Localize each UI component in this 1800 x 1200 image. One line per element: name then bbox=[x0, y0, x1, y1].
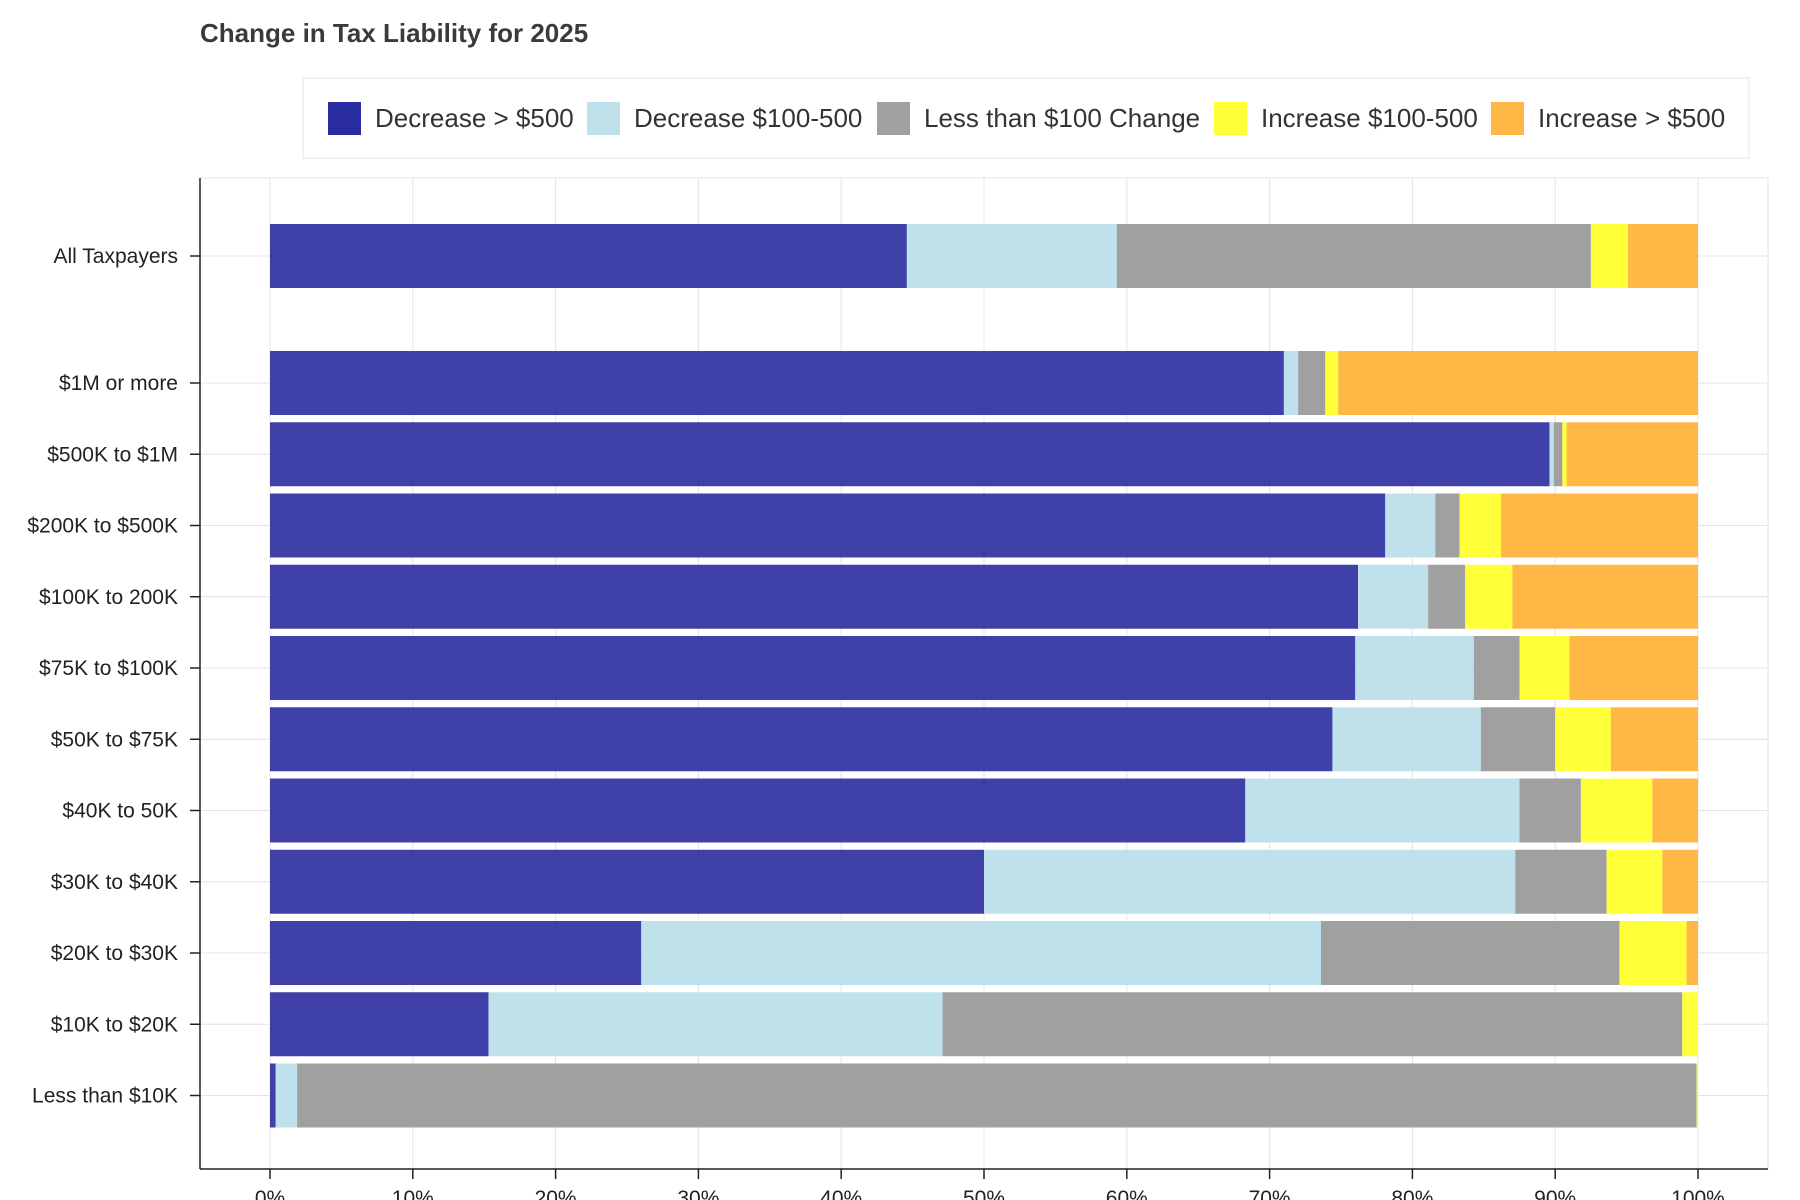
bar-20k-to-30k-increase-500 bbox=[1686, 921, 1698, 985]
legend-label-decrease-500: Decrease > $500 bbox=[375, 103, 574, 133]
bar-50k-to-75k-decrease-500 bbox=[270, 707, 1333, 772]
bar-100k-to-200k-less-than-100-change bbox=[1428, 564, 1466, 629]
bar-100k-to-200k-decrease-100-500 bbox=[1358, 564, 1429, 629]
bar-40k-to-50k-decrease-500 bbox=[270, 778, 1246, 843]
y-tick-label: $200K to $500K bbox=[27, 515, 178, 538]
bar-less-than-10k-decrease-500 bbox=[270, 1063, 276, 1128]
y-tick-label: $40K to 50K bbox=[62, 800, 178, 823]
bar-20k-to-30k-less-than-100-change bbox=[1321, 921, 1620, 985]
bar-all-taxpayers-increase-100-500 bbox=[1590, 224, 1629, 288]
y-tick-label: $30K to $40K bbox=[51, 871, 178, 894]
bar-100k-to-200k-decrease-500 bbox=[270, 564, 1359, 629]
bar-all-taxpayers-less-than-100-change bbox=[1116, 224, 1591, 288]
y-tick-label: $1M or more bbox=[59, 372, 178, 395]
bar-10k-to-20k-less-than-100-change bbox=[942, 992, 1683, 1057]
bar-30k-to-40k-increase-100-500 bbox=[1606, 849, 1663, 914]
y-tick-label: $10K to $20K bbox=[51, 1013, 178, 1036]
bar-200k-to-500k-less-than-100-change bbox=[1435, 493, 1460, 558]
bar-500k-to-1m-decrease-500 bbox=[270, 422, 1550, 487]
bar-1m-or-more-increase-100-500 bbox=[1325, 351, 1339, 415]
legend-swatch-increase-500 bbox=[1491, 102, 1524, 135]
bar-40k-to-50k-increase-100-500 bbox=[1580, 778, 1653, 843]
bar-100k-to-200k-increase-500 bbox=[1512, 564, 1698, 629]
bar-all-taxpayers-decrease-500 bbox=[270, 224, 907, 288]
bar-500k-to-1m-decrease-100-500 bbox=[1549, 422, 1554, 487]
bar-75k-to-100k-decrease-500 bbox=[270, 636, 1356, 700]
x-tick-label: 50% bbox=[963, 1187, 1005, 1200]
x-tick-label: 0% bbox=[255, 1187, 285, 1200]
bar-50k-to-75k-less-than-100-change bbox=[1480, 707, 1556, 772]
bar-20k-to-30k-decrease-500 bbox=[270, 921, 642, 985]
bar-10k-to-20k-increase-100-500 bbox=[1682, 992, 1698, 1057]
bar-less-than-10k-increase-100-500 bbox=[1696, 1063, 1698, 1128]
legend-swatch-increase-100-500 bbox=[1214, 102, 1247, 135]
x-tick-label: 60% bbox=[1106, 1187, 1148, 1200]
bar-50k-to-75k-increase-500 bbox=[1610, 707, 1698, 772]
bar-1m-or-more-increase-500 bbox=[1338, 351, 1698, 415]
x-tick-label: 10% bbox=[392, 1187, 434, 1200]
plot-area: All Taxpayers $1M or more $500K to $1M $200… bbox=[27, 177, 1769, 1200]
legend-label-less-than-100-change: Less than $100 Change bbox=[924, 103, 1200, 133]
bar-20k-to-30k-increase-100-500 bbox=[1619, 921, 1687, 985]
bar-all-taxpayers-decrease-100-500 bbox=[906, 224, 1117, 288]
y-tick-label: $500K to $1M bbox=[47, 443, 178, 466]
y-tick-label: $75K to $100K bbox=[39, 657, 178, 680]
bar-30k-to-40k-less-than-100-change bbox=[1515, 849, 1607, 914]
legend-label-increase-100-500: Increase $100-500 bbox=[1261, 103, 1478, 133]
legend-swatch-less-than-100-change bbox=[877, 102, 910, 135]
bar-200k-to-500k-decrease-100-500 bbox=[1385, 493, 1436, 558]
bar-50k-to-75k-decrease-100-500 bbox=[1332, 707, 1481, 772]
x-tick-labels: 0% 10% 20% 30% 40% 50% 60% 70% 80% 90% 100% bbox=[255, 1169, 1725, 1200]
bar-all-taxpayers-increase-500 bbox=[1628, 224, 1698, 288]
bar-200k-to-500k-increase-100-500 bbox=[1459, 493, 1501, 558]
bar-less-than-10k-decrease-100-500 bbox=[275, 1063, 298, 1128]
legend-swatch-decrease-500 bbox=[328, 102, 361, 135]
bar-75k-to-100k-increase-100-500 bbox=[1519, 636, 1570, 700]
y-tick-labels: All Taxpayers $1M or more $500K to $1M $200… bbox=[27, 245, 200, 1108]
x-tick-label: 40% bbox=[820, 1187, 862, 1200]
legend-label-increase-500: Increase > $500 bbox=[1538, 103, 1725, 133]
x-tick-label: 80% bbox=[1391, 1187, 1433, 1200]
y-tick-label: Less than $10K bbox=[32, 1085, 178, 1108]
bar-10k-to-20k-decrease-500 bbox=[270, 992, 489, 1057]
bars bbox=[270, 224, 1698, 1128]
bar-30k-to-40k-decrease-100-500 bbox=[984, 849, 1516, 914]
bar-500k-to-1m-less-than-100-change bbox=[1553, 422, 1563, 487]
bar-10k-to-20k-decrease-100-500 bbox=[488, 992, 943, 1057]
bar-200k-to-500k-decrease-500 bbox=[270, 493, 1386, 558]
bar-30k-to-40k-increase-500 bbox=[1662, 849, 1698, 914]
bar-40k-to-50k-increase-500 bbox=[1652, 778, 1698, 843]
legend: Decrease > $500 Decrease $100-500 Less tha… bbox=[302, 77, 1750, 159]
chart-title: Change in Tax Liability for 2025 bbox=[200, 18, 588, 48]
y-tick-label: $50K to $75K bbox=[51, 728, 178, 751]
y-tick-label: $20K to $30K bbox=[51, 942, 178, 965]
bar-less-than-10k-less-than-100-change bbox=[297, 1063, 1697, 1128]
x-tick-label: 20% bbox=[535, 1187, 577, 1200]
bar-1m-or-more-decrease-100-500 bbox=[1283, 351, 1299, 415]
y-tick-label: All Taxpayers bbox=[53, 245, 178, 268]
legend-swatch-decrease-100-500 bbox=[587, 102, 620, 135]
bar-30k-to-40k-decrease-500 bbox=[270, 849, 984, 914]
bar-1m-or-more-less-than-100-change bbox=[1298, 351, 1326, 415]
bar-200k-to-500k-increase-500 bbox=[1500, 493, 1698, 558]
legend-label-decrease-100-500: Decrease $100-500 bbox=[634, 103, 862, 133]
bar-20k-to-30k-decrease-100-500 bbox=[641, 921, 1322, 985]
x-tick-label: 30% bbox=[677, 1187, 719, 1200]
bar-75k-to-100k-increase-500 bbox=[1569, 636, 1698, 700]
bar-1m-or-more-decrease-500 bbox=[270, 351, 1284, 415]
bar-75k-to-100k-decrease-100-500 bbox=[1355, 636, 1474, 700]
y-tick-label: $100K to 200K bbox=[39, 586, 178, 609]
x-tick-label: 100% bbox=[1671, 1187, 1725, 1200]
x-tick-label: 70% bbox=[1249, 1187, 1291, 1200]
x-tick-label: 90% bbox=[1534, 1187, 1576, 1200]
bar-500k-to-1m-increase-100-500 bbox=[1562, 422, 1567, 487]
bar-50k-to-75k-increase-100-500 bbox=[1555, 707, 1611, 772]
bar-500k-to-1m-increase-500 bbox=[1566, 422, 1698, 487]
bar-40k-to-50k-decrease-100-500 bbox=[1245, 778, 1520, 843]
bar-100k-to-200k-increase-100-500 bbox=[1465, 564, 1513, 629]
bar-75k-to-100k-less-than-100-change bbox=[1473, 636, 1520, 700]
bar-40k-to-50k-less-than-100-change bbox=[1519, 778, 1581, 843]
